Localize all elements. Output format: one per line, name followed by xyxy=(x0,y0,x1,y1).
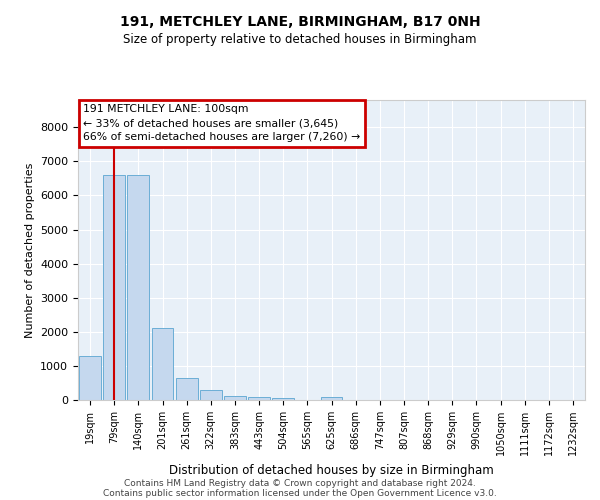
Text: 191, METCHLEY LANE, BIRMINGHAM, B17 0NH: 191, METCHLEY LANE, BIRMINGHAM, B17 0NH xyxy=(119,15,481,29)
Y-axis label: Number of detached properties: Number of detached properties xyxy=(25,162,35,338)
Bar xyxy=(152,328,173,400)
Bar xyxy=(103,175,125,400)
Bar xyxy=(224,396,246,400)
Bar xyxy=(79,356,101,400)
Bar xyxy=(320,398,343,400)
Text: Contains HM Land Registry data © Crown copyright and database right 2024.: Contains HM Land Registry data © Crown c… xyxy=(124,478,476,488)
Bar xyxy=(200,390,221,400)
Text: Contains public sector information licensed under the Open Government Licence v3: Contains public sector information licen… xyxy=(103,488,497,498)
Text: 191 METCHLEY LANE: 100sqm
← 33% of detached houses are smaller (3,645)
66% of se: 191 METCHLEY LANE: 100sqm ← 33% of detac… xyxy=(83,104,361,142)
Bar xyxy=(127,175,149,400)
X-axis label: Distribution of detached houses by size in Birmingham: Distribution of detached houses by size … xyxy=(169,464,494,476)
Text: Size of property relative to detached houses in Birmingham: Size of property relative to detached ho… xyxy=(123,32,477,46)
Bar xyxy=(272,398,294,400)
Bar xyxy=(248,398,270,400)
Bar xyxy=(176,378,197,400)
